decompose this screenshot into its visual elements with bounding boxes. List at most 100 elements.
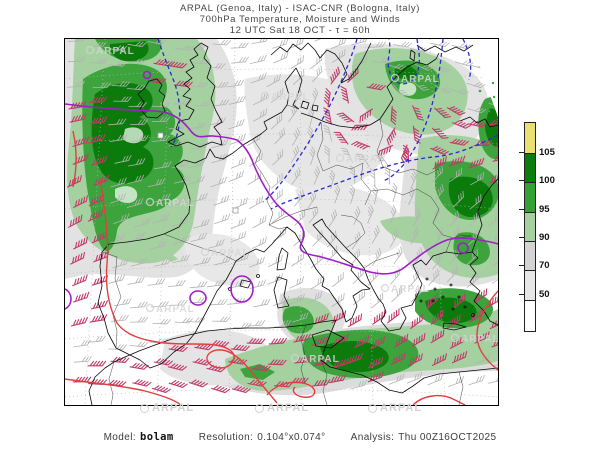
title-line-institutions: ARPAL (Genoa, Italy) - ISAC-CNR (Bologna… [180, 3, 420, 14]
wind-barb [367, 356, 384, 369]
wind-barb [190, 232, 208, 242]
wind-barb [334, 184, 341, 204]
wind-barb [388, 373, 405, 385]
wind-barb [188, 175, 205, 185]
wind-barb [350, 248, 361, 266]
wind-barb [313, 313, 329, 325]
coast-north-africa [88, 319, 498, 405]
watermark-bottom-3: ARPAL [368, 402, 422, 414]
wind-barb [434, 227, 444, 246]
wind-barb [110, 177, 127, 188]
wind-barb [211, 316, 231, 322]
arpal-logo-icon [335, 153, 345, 163]
wind-barb [193, 256, 211, 266]
coast-corsica [276, 247, 289, 271]
wind-barb [128, 101, 147, 108]
map-watermark: ARPAL [290, 353, 339, 365]
colorbar-tick-label: 50 [539, 289, 550, 300]
wind-barb [249, 279, 267, 289]
wind-barb [267, 359, 287, 366]
wind-barb [367, 371, 385, 383]
colorbar-tick-label: 100 [539, 175, 555, 186]
colorbar-tick [519, 294, 524, 295]
wind-barb [231, 385, 251, 393]
coast-baltic-south [300, 52, 440, 129]
wind-barb [232, 197, 248, 210]
wind-barb [292, 127, 300, 146]
wind-barb [314, 39, 330, 42]
wind-barb [187, 122, 206, 129]
wind-barb [372, 185, 379, 205]
wind-barb [112, 258, 129, 269]
temp-contours-blue-dashed [157, 39, 498, 210]
wind-barb [107, 379, 127, 387]
wind-barb [188, 379, 208, 388]
wind-barb [167, 279, 186, 288]
wind-barb [272, 296, 290, 306]
wind-barb [226, 280, 245, 289]
arpal-logo-icon [380, 283, 390, 293]
wind-barb [108, 118, 127, 126]
wind-barb [374, 154, 390, 168]
wind-barb [113, 96, 132, 102]
map-watermark: ARPAL [450, 333, 498, 345]
coast-west-europe [97, 138, 498, 369]
wind-barb [453, 190, 464, 208]
wind-barb [90, 300, 108, 310]
wind-barb [168, 197, 186, 207]
wind-barb [109, 134, 128, 142]
wind-barb [69, 113, 87, 123]
wind-barb [172, 254, 190, 263]
wind-barb [89, 314, 108, 323]
wind-barb [110, 356, 130, 363]
arpal-logo-icon [145, 197, 155, 207]
wind-barb [150, 240, 167, 250]
wind-barb [450, 87, 469, 95]
wind-barb [411, 333, 426, 347]
arpal-logo-icon [85, 45, 95, 55]
coast-aegean-islands [419, 277, 475, 317]
arpal-logo-icon [255, 403, 264, 413]
wind-barb [389, 204, 397, 224]
wind-barb [311, 336, 329, 346]
wind-barb [230, 217, 247, 230]
wind-barb [331, 39, 347, 49]
wind-barb [127, 276, 145, 285]
wind-barb [153, 59, 173, 67]
wind-barb [413, 246, 423, 265]
wind-barb [346, 352, 363, 364]
wind-barb [249, 256, 265, 268]
colorbar-tick-label: 95 [539, 204, 550, 215]
colorbar-segment [525, 123, 535, 153]
wind-barb [446, 265, 458, 283]
wind-barb [68, 39, 87, 42]
wind-barb [311, 87, 319, 107]
wind-barb [174, 317, 193, 324]
wind-barb [351, 55, 368, 67]
wind-barb [391, 182, 398, 202]
wind-barb [154, 161, 172, 170]
wind-barb [249, 195, 263, 210]
wind-barb [371, 225, 380, 244]
wind-barb [153, 258, 171, 267]
wind-barb [230, 157, 247, 169]
wind-barb [355, 153, 370, 168]
wind-barb [309, 146, 316, 166]
map-frame: ARPAL ARPAL ARPAL ARPAL ARPAL ARPAL ARPAL ARPAL… [64, 38, 499, 406]
wind-barb [167, 61, 187, 69]
colorbar-segment [525, 270, 535, 300]
wind-barb [272, 39, 289, 49]
wind-barb [72, 153, 89, 165]
wind-barb [211, 385, 231, 394]
wind-barb [432, 156, 447, 170]
wind-barb [151, 385, 171, 393]
wind-barb [307, 290, 323, 304]
wind-barb [249, 153, 263, 167]
analysis-label: Analysis: [350, 432, 395, 443]
wind-barb [147, 178, 165, 188]
wind-barb [268, 337, 288, 345]
wind-barb [402, 144, 410, 164]
wind-barb [489, 316, 498, 330]
arpal-logo-icon [368, 403, 377, 413]
wind-barb [292, 312, 309, 323]
